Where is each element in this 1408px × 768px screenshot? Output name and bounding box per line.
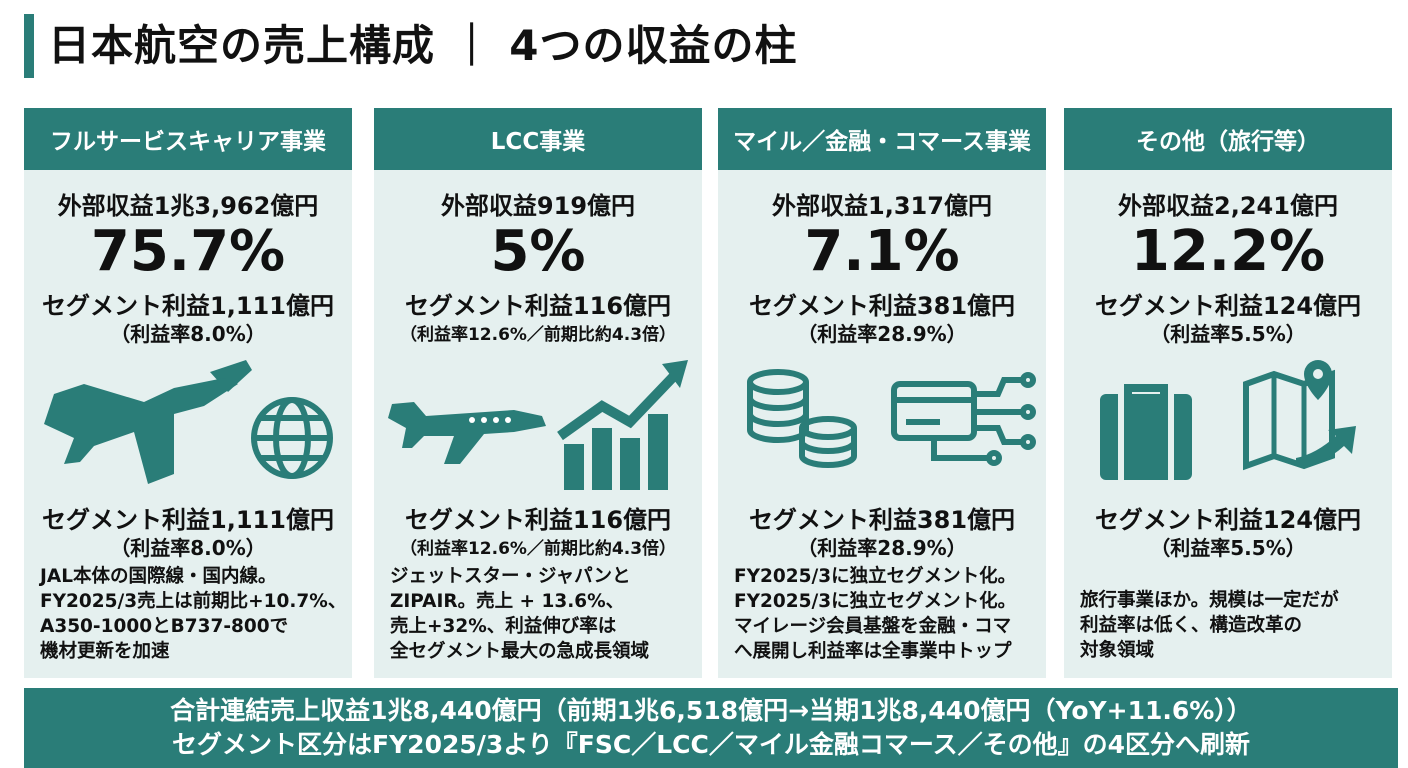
- revenue-share: 12.2%: [1130, 219, 1326, 284]
- footer-segment-change: セグメント区分はFY2025/3より『FSC／LCC／マイル金融コマース／その他…: [172, 730, 1250, 759]
- segment-profit: セグメント利益124億円: [1094, 292, 1362, 320]
- globe-icon: [251, 397, 333, 479]
- note-line: FY2025/3に独立セグメント化。: [734, 566, 1017, 587]
- segment-card-mile-finance: マイル／金融・コマース事業 外部収益1,317億円 7.1% セグメント利益38…: [718, 108, 1046, 678]
- revenue-share: 7.1%: [804, 219, 960, 284]
- segment-header: LCC事業: [374, 108, 702, 170]
- note-line: ZIPAIR。売上 + 13.6%、: [390, 591, 625, 612]
- note-line: 利益率は低く、構造改革の: [1080, 615, 1303, 636]
- segment-header: フルサービスキャリア事業: [24, 108, 352, 170]
- note-line: 旅行事業ほか。規模は一定だが: [1080, 590, 1339, 611]
- profit-margin-repeat: （利益率8.0%）: [110, 536, 266, 560]
- page-title: 日本航空の売上構成 ｜ 4つの収益の柱: [48, 21, 798, 70]
- segment-card-lcc: LCC事業 外部収益919億円 5% セグメント利益116億円 （利益率12.6…: [374, 108, 702, 678]
- airplane-icon: [388, 402, 546, 464]
- external-revenue: 外部収益919億円: [440, 192, 636, 220]
- segment-notes: JAL本体の国際線・国内線。 FY2025/3売上は前期比+10.7%、 A35…: [40, 564, 347, 664]
- segment-icons: [718, 354, 1046, 494]
- segment-icons: [374, 354, 702, 494]
- suitcase-icon: [1100, 384, 1192, 480]
- note-line: A350-1000とB737-800で: [40, 616, 289, 637]
- footer-total-revenue: 合計連結売上収益1兆8,440億円（前期1兆6,518億円→当期1兆8,440億…: [170, 696, 1252, 725]
- external-revenue: 外部収益1,317億円: [772, 192, 992, 220]
- segment-notes: 旅行事業ほか。規模は一定だが 利益率は低く、構造改革の 対象領域: [1080, 588, 1382, 663]
- credit-card-icon: [891, 372, 1036, 466]
- segment-profit-repeat: セグメント利益381億円: [748, 506, 1016, 534]
- segment-profit: セグメント利益1,111億円: [42, 292, 334, 320]
- revenue-share: 5%: [490, 219, 586, 284]
- segment-profit-repeat: セグメント利益116億円: [404, 506, 672, 534]
- map-pin-icon: [1243, 360, 1356, 471]
- segment-notes: ジェットスター・ジャパンと ZIPAIR。売上 + 13.6%、 売上+32%、…: [390, 564, 692, 664]
- growth-chart-icon: [557, 360, 688, 490]
- note-line: FY2025/3に独立セグメント化。: [734, 591, 1017, 612]
- note-line: 機材更新を加速: [40, 641, 170, 662]
- airplane-icon: [44, 360, 252, 484]
- segment-header: その他（旅行等）: [1064, 108, 1392, 170]
- profit-margin: （利益率8.0%）: [110, 322, 266, 346]
- segment-profit: セグメント利益381億円: [748, 292, 1016, 320]
- revenue-share: 75.7%: [90, 219, 286, 284]
- segment-card-other: その他（旅行等） 外部収益2,241億円 12.2% セグメント利益124億円 …: [1064, 108, 1392, 678]
- profit-margin: （利益率12.6%／前期比約4.3倍）: [399, 325, 677, 345]
- segment-icons: [1064, 354, 1392, 494]
- segment-notes: FY2025/3に独立セグメント化。 FY2025/3に独立セグメント化。 マイ…: [734, 564, 1036, 664]
- profit-margin-repeat: （利益率28.9%）: [797, 536, 967, 560]
- profit-margin: （利益率5.5%）: [1150, 322, 1306, 346]
- summary-footer: 合計連結売上収益1兆8,440億円（前期1兆6,518億円→当期1兆8,440億…: [24, 688, 1398, 768]
- external-revenue: 外部収益2,241億円: [1118, 192, 1338, 220]
- note-line: 全セグメント最大の急成長領域: [390, 641, 650, 662]
- profit-margin-repeat: （利益率12.6%／前期比約4.3倍）: [399, 539, 677, 559]
- segment-header: マイル／金融・コマース事業: [718, 108, 1046, 170]
- external-revenue: 外部収益1兆3,962億円: [57, 192, 319, 220]
- segment-card-fsc: フルサービスキャリア事業 外部収益1兆3,962億円 75.7% セグメント利益…: [24, 108, 352, 678]
- segment-profit-repeat: セグメント利益124億円: [1094, 506, 1362, 534]
- segment-profit-repeat: セグメント利益1,111億円: [42, 506, 334, 534]
- note-line: マイレージ会員基盤を金融・コマ: [734, 616, 1012, 637]
- profit-margin-repeat: （利益率5.5%）: [1150, 536, 1306, 560]
- segment-icons: [24, 354, 352, 494]
- segment-profit: セグメント利益116億円: [404, 292, 672, 320]
- note-line: FY2025/3売上は前期比+10.7%、: [40, 591, 347, 612]
- profit-margin: （利益率28.9%）: [797, 322, 967, 346]
- title-accent-bar: [24, 14, 34, 78]
- coins-icon: [747, 369, 857, 468]
- note-line: へ展開し利益率は全事業中トップ: [734, 641, 1012, 662]
- note-line: ジェットスター・ジャパンと: [390, 566, 631, 587]
- note-line: 売上+32%、利益伸び率は: [390, 616, 617, 637]
- note-line: JAL本体の国際線・国内線。: [40, 566, 277, 587]
- note-line: 対象領域: [1080, 640, 1155, 661]
